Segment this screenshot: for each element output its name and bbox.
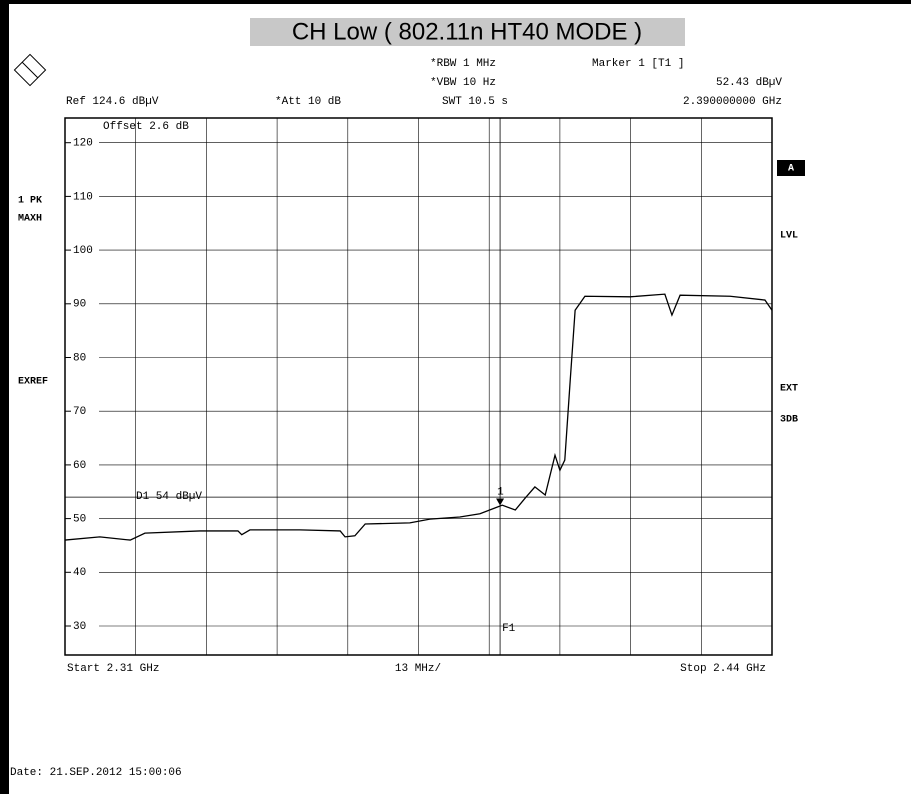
offset: Offset 2.6 dB — [103, 121, 189, 133]
vbw: *VBW 10 Hz — [430, 77, 496, 89]
y-tick-label: 120 — [73, 138, 93, 150]
stop-frequency: Stop 2.44 GHz — [680, 663, 766, 675]
chart-title: CH Low ( 802.11n HT40 MODE ) — [292, 18, 642, 45]
y-tick-label: 40 — [73, 567, 86, 579]
y-tick-label: 70 — [73, 406, 86, 418]
marker — [496, 498, 505, 506]
side-label: A — [788, 164, 794, 175]
y-tick-label: 50 — [73, 514, 86, 526]
trace — [64, 293, 773, 541]
marker-name: 1 — [497, 486, 504, 498]
y-tick-label: 100 — [73, 245, 93, 257]
marker-value: 52.43 dBµV — [716, 77, 782, 89]
attenuation: *Att 10 dB — [275, 96, 341, 108]
title-background — [250, 18, 685, 46]
side-label: LVL — [780, 231, 798, 242]
y-tick-label: 30 — [73, 621, 86, 633]
side-label: 1 PK — [18, 196, 42, 207]
y-tick-label: 110 — [73, 191, 93, 203]
side-label: EXREF — [18, 377, 48, 388]
y-tick-label: 60 — [73, 460, 86, 472]
span-per-division: 13 MHz/ — [395, 663, 441, 675]
frequency-line-label: F1 — [502, 623, 516, 635]
swt: SWT 10.5 s — [442, 96, 508, 108]
ref-level: Ref 124.6 dBµV — [66, 96, 159, 108]
top-border — [0, 0, 911, 4]
side-label-box — [777, 160, 805, 176]
side-label: EXT — [780, 384, 798, 395]
date: Date: 21.SEP.2012 15:00:06 — [10, 767, 182, 779]
left-border — [0, 0, 9, 794]
start-frequency: Start 2.31 GHz — [67, 663, 159, 675]
side-label: MAXH — [18, 214, 42, 225]
y-tick-label: 80 — [73, 352, 86, 364]
side-label: 3DB — [780, 415, 798, 426]
marker-frequency: 2.390000000 GHz — [683, 96, 782, 108]
y-tick-label: 90 — [73, 299, 86, 311]
rs-logo — [13, 53, 47, 87]
display-line-label: D1 54 dBµV — [136, 491, 202, 503]
rbw: *RBW 1 MHz — [430, 58, 496, 70]
marker-heading: Marker 1 [T1 ] — [592, 58, 684, 70]
